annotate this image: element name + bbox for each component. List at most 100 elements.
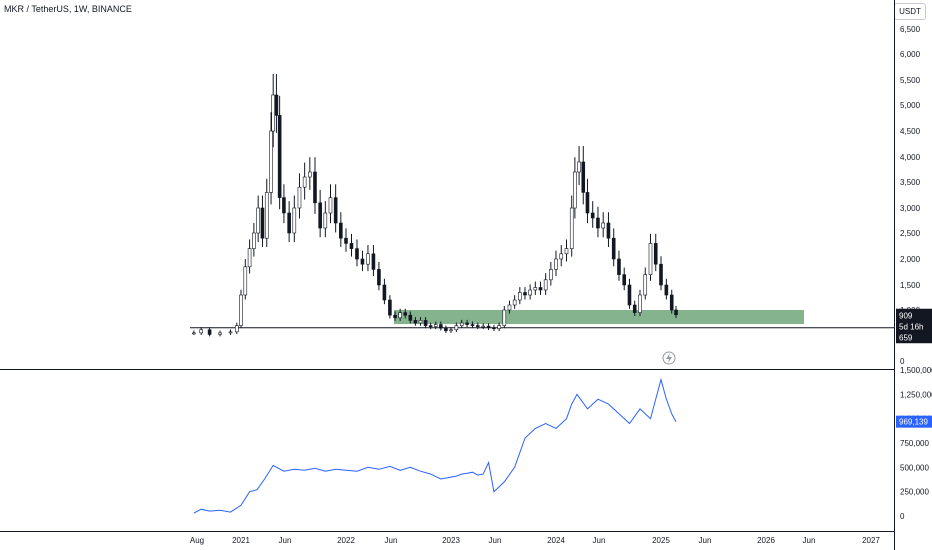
candle-body (659, 263, 663, 286)
volume-tick-label: 500,000 (900, 463, 929, 472)
candle-body (243, 266, 248, 296)
candle-body (277, 115, 282, 198)
candle-body (564, 248, 569, 255)
candle-body (512, 299, 517, 306)
price-tick-label: 3,000 (900, 204, 921, 213)
candle-body (627, 284, 632, 306)
candle-body (344, 237, 348, 244)
price-tick-label: 5,000 (900, 101, 921, 110)
candle-body (433, 324, 438, 327)
candle-body (486, 325, 491, 328)
candle-body (398, 312, 402, 319)
candle-body (308, 171, 312, 178)
line-level-label: 659 (899, 334, 913, 343)
candle-body (632, 304, 637, 313)
candle-body (492, 327, 496, 330)
price-tick-label: 3,500 (900, 178, 921, 187)
price-tick-label: 4,000 (900, 153, 921, 162)
candle-body (622, 274, 627, 286)
candle-body (228, 331, 233, 334)
candle-body (465, 322, 469, 325)
support-zone[interactable] (394, 310, 804, 325)
time-tick-label: 2027 (862, 536, 880, 545)
candle-body (207, 329, 212, 335)
candle-body (297, 186, 302, 209)
volume-tick-label: 250,000 (900, 488, 929, 497)
volume-tick-label: 0 (900, 512, 905, 521)
candle-body (333, 197, 338, 224)
candle-body (590, 212, 595, 219)
candle-body (507, 304, 512, 311)
candle-body (239, 294, 243, 326)
time-tick-label: 2023 (442, 536, 460, 545)
candle-body (664, 284, 669, 296)
candle-body (287, 212, 291, 234)
candle-body (518, 292, 522, 301)
price-tick-label: 2,000 (900, 255, 921, 264)
current-price-tag (896, 308, 932, 333)
candle-body (648, 243, 653, 275)
candle-body (339, 222, 343, 239)
candle-body (323, 212, 328, 229)
price-tick-label: 1,500 (900, 281, 921, 290)
candle-body (408, 314, 413, 321)
candle-body (559, 253, 564, 260)
candle-body (674, 309, 678, 316)
candle-body (611, 237, 616, 260)
time-tick-label: Jun (489, 536, 502, 545)
candle-body (444, 327, 448, 332)
candle-body (459, 322, 464, 326)
time-tick-label: 2021 (232, 536, 250, 545)
candle-body (528, 289, 532, 296)
candle-countdown-label: 5d 16h (899, 323, 923, 332)
candle-body (481, 325, 485, 328)
candle-body (454, 325, 459, 331)
time-tick-label: 2026 (757, 536, 775, 545)
candle-body (497, 325, 501, 330)
time-tick-label: 2025 (652, 536, 670, 545)
candle-body (382, 284, 387, 301)
candle-body (538, 287, 543, 291)
candle-body (439, 324, 443, 329)
candle-body (418, 320, 423, 324)
line-level-label-bg (896, 332, 932, 344)
candle-body (585, 192, 590, 214)
candle-body (606, 222, 611, 239)
price-tick-label: 6,500 (900, 25, 921, 34)
candle-body (252, 232, 256, 249)
candle-body (617, 258, 621, 275)
candle-body (573, 171, 577, 209)
symbol-header: MKR / TetherUS, 1W, BINANCE (4, 4, 132, 14)
lightning-icon[interactable] (662, 351, 676, 365)
candle-body (355, 248, 359, 260)
candle-body (318, 202, 322, 229)
time-tick-label: 2022 (337, 536, 355, 545)
candle-body (669, 294, 674, 311)
candle-body (349, 243, 354, 249)
candle-body (218, 332, 222, 335)
time-tick-label: Jun (279, 536, 292, 545)
candle-body (282, 197, 286, 214)
candle-body (199, 329, 203, 334)
candle-body (292, 207, 297, 234)
candle-body (549, 269, 553, 281)
time-tick-label: Aug (190, 536, 204, 545)
candle-body (428, 325, 433, 327)
candle-body (601, 222, 606, 229)
candle-body (256, 207, 260, 234)
indicator-line (193, 377, 677, 514)
time-tick-label: 2024 (547, 536, 565, 545)
candle-body (302, 176, 307, 188)
price-tick-label: 6,000 (900, 50, 921, 59)
volume-tick-label: 750,000 (900, 439, 929, 448)
candle-body (638, 294, 642, 313)
indicator-last-label-bg (896, 415, 932, 428)
volume-tick-label: 1,250,000 (900, 390, 932, 399)
candle-body (470, 324, 475, 326)
candle-body (596, 217, 600, 229)
indicator-last-label: 969,139 (899, 418, 928, 427)
candle-body (360, 258, 365, 265)
candle-body (476, 325, 480, 327)
price-tick-label: 5,500 (900, 76, 921, 85)
